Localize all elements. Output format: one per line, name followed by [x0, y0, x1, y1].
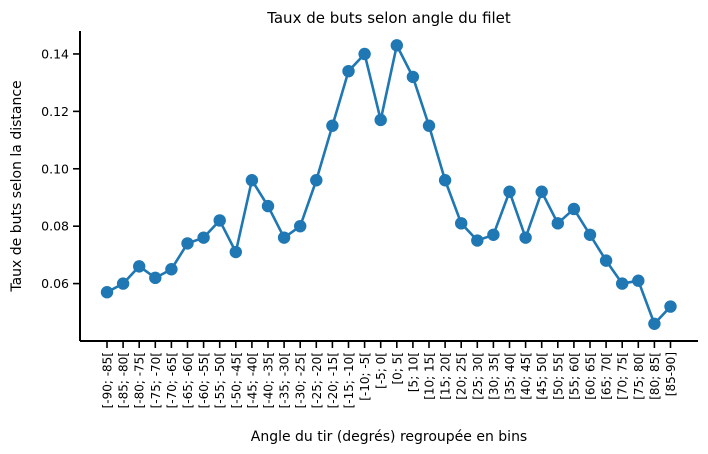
x-tick-label: [0; 5[	[390, 352, 404, 385]
data-point	[374, 113, 387, 127]
data-point	[664, 300, 677, 313]
data-point	[471, 234, 484, 247]
data-point	[599, 254, 613, 267]
data-point	[406, 70, 420, 84]
x-tick-label: [-70; -65[	[165, 352, 179, 408]
y-tick-label: 0.12	[41, 104, 69, 119]
y-tick-label: 0.06	[41, 276, 69, 291]
y-ticks: 0.06 0.08 0.10 0.12 0.14	[41, 46, 80, 291]
data-point	[310, 174, 323, 187]
data-point	[165, 263, 178, 276]
x-tick-label: [-80; -75[	[133, 352, 147, 408]
x-tick-label: [30; 35[	[487, 352, 501, 400]
x-tick-label: [10; 15[	[423, 352, 437, 400]
data-point	[342, 64, 355, 78]
y-axis-label: Taux de buts selon la distance	[9, 80, 25, 292]
x-tick-label: [-55; -50[	[213, 352, 227, 408]
x-tick-label: [-65; -60[	[181, 352, 195, 408]
x-tick-label: [-30; -25[	[294, 352, 308, 408]
data-point	[567, 202, 581, 216]
series-line-group	[100, 39, 677, 330]
x-tick-label: [-45; -40[	[245, 352, 259, 408]
x-tick-label: [-10; -5[	[358, 352, 372, 401]
x-tick-label: [80; 85[	[648, 352, 662, 400]
x-tick-label: [55; 60[	[567, 352, 581, 400]
chart-title: Taux de buts selon angle du filet	[266, 9, 511, 27]
x-tick-label: [50; 55[	[551, 352, 565, 400]
x-tick-label: [85-90]	[664, 352, 678, 396]
data-point	[390, 39, 403, 52]
data-point	[181, 237, 194, 250]
data-point	[487, 228, 500, 241]
x-tick-label: [-85; -80[	[117, 352, 131, 408]
x-tick-label: [-50; -45[	[229, 352, 243, 408]
x-tick-label: [-90; -85[	[101, 352, 115, 408]
data-point	[535, 185, 548, 198]
data-point	[277, 231, 291, 244]
data-point	[149, 271, 162, 285]
x-tick-label: [-60; -55[	[197, 352, 211, 408]
data-point	[632, 274, 645, 287]
x-tick-label: [60; 65[	[584, 352, 598, 400]
data-point	[116, 277, 130, 290]
data-point	[245, 174, 259, 187]
y-axis: 0.06 0.08 0.10 0.12 0.14	[41, 31, 81, 341]
x-axis-label: Angle du tir (degrés) regroupée en bins	[251, 429, 527, 445]
data-point	[551, 217, 564, 230]
x-tick-label: [70; 75[	[616, 352, 630, 400]
data-point	[519, 231, 532, 244]
data-point	[326, 119, 339, 132]
x-tick-label: [-5; 0[	[374, 352, 388, 389]
x-tick-label: [-20; -15[	[326, 352, 340, 408]
x-axis: [-90; -85[[-85; -80[[-80; -75[[-75; -70[…	[80, 340, 698, 408]
x-tick-label: [35; 40[	[503, 352, 517, 400]
series-line	[106, 44, 672, 326]
data-point	[229, 245, 242, 259]
x-tick-label: [-15; -10[	[342, 352, 356, 408]
data-point	[100, 286, 114, 299]
data-point	[503, 185, 516, 198]
data-point	[455, 217, 468, 230]
data-point	[358, 47, 371, 61]
data-point	[616, 277, 629, 290]
data-point	[583, 228, 597, 241]
data-point	[197, 231, 210, 244]
x-tick-label: [45; 50[	[535, 352, 549, 400]
x-tick-label: [-75; -70[	[149, 352, 163, 408]
x-tick-label: [-25; -20[	[310, 352, 324, 408]
x-tick-label: [-35; -30[	[278, 352, 292, 408]
data-point	[261, 199, 275, 213]
x-tick-label: [5; 10[	[406, 352, 420, 392]
data-point	[422, 119, 436, 132]
data-point	[294, 219, 307, 233]
y-tick-label: 0.08	[41, 219, 69, 234]
data-point	[438, 174, 452, 187]
x-ticks: [-90; -85[[-85; -80[[-80; -75[[-75; -70[…	[101, 341, 678, 408]
data-point	[213, 214, 226, 227]
x-tick-label: [15; 20[	[439, 352, 453, 400]
x-tick-label: [20; 25[	[455, 352, 469, 400]
data-point	[133, 260, 146, 273]
x-tick-label: [40; 45[	[519, 352, 533, 400]
data-point	[648, 317, 661, 330]
y-tick-label: 0.14	[41, 46, 69, 61]
x-tick-label: [25; 30[	[471, 352, 485, 400]
x-tick-label: [-40; -35[	[262, 352, 276, 408]
x-tick-label: [65; 70[	[600, 352, 614, 400]
y-tick-label: 0.10	[41, 161, 69, 176]
x-tick-label: [75; 80[	[632, 352, 646, 400]
